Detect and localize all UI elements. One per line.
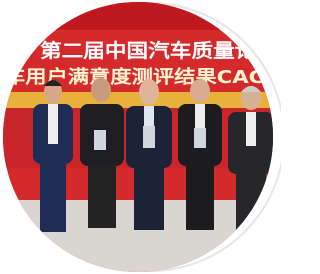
page: 第二届中国汽车质量论坛 车用户满意度测评结果CACS: [0, 0, 320, 274]
photo: 第二届中国汽车质量论坛 车用户满意度测评结果CACS: [0, 0, 281, 274]
backdrop-top: [0, 0, 281, 30]
banner-line: 第二届中国汽车质量论坛: [40, 39, 278, 62]
photo-frame: 第二届中国汽车质量论坛 车用户满意度测评结果CACS: [0, 0, 281, 274]
